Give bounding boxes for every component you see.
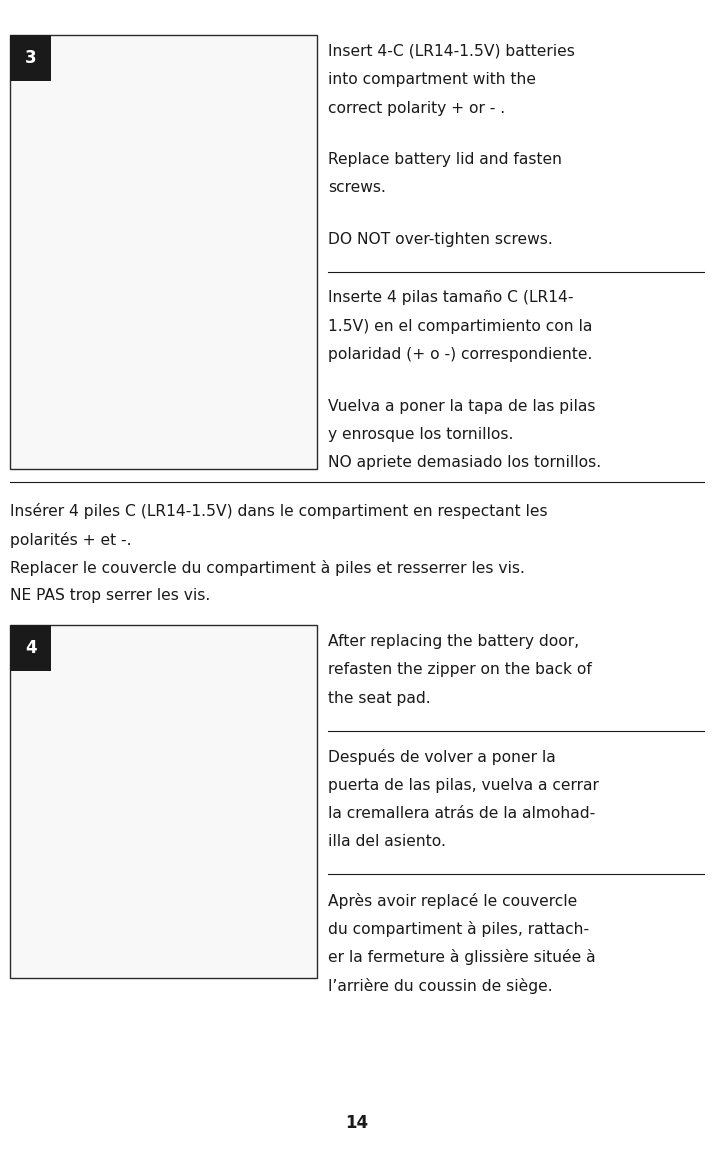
Text: the seat pad.: the seat pad. bbox=[328, 691, 431, 706]
Bar bbox=[10, 625, 317, 978]
Text: Après avoir replacé le couvercle: Après avoir replacé le couvercle bbox=[328, 893, 578, 908]
Bar bbox=[10, 625, 51, 671]
Text: screws.: screws. bbox=[328, 180, 386, 196]
Text: 14: 14 bbox=[345, 1113, 368, 1132]
Text: Inserte 4 pilas tamaño C (LR14-: Inserte 4 pilas tamaño C (LR14- bbox=[328, 290, 573, 305]
Text: Replacer le couvercle du compartiment à piles et resserrer les vis.: Replacer le couvercle du compartiment à … bbox=[10, 560, 525, 576]
Text: y enrosque los tornillos.: y enrosque los tornillos. bbox=[328, 427, 513, 442]
Text: polaridad (+ o -) correspondiente.: polaridad (+ o -) correspondiente. bbox=[328, 347, 593, 362]
Text: 4: 4 bbox=[25, 639, 36, 657]
Bar bbox=[10, 35, 317, 469]
Text: polarités + et -.: polarités + et -. bbox=[10, 532, 131, 547]
Text: refasten the zipper on the back of: refasten the zipper on the back of bbox=[328, 662, 592, 677]
Bar bbox=[10, 35, 51, 81]
Text: er la fermeture à glissière située à: er la fermeture à glissière située à bbox=[328, 950, 595, 965]
Text: 3: 3 bbox=[25, 49, 36, 67]
Text: correct polarity + or - .: correct polarity + or - . bbox=[328, 101, 505, 116]
Text: 1.5V) en el compartimiento con la: 1.5V) en el compartimiento con la bbox=[328, 318, 593, 333]
Text: NO apriete demasiado los tornillos.: NO apriete demasiado los tornillos. bbox=[328, 455, 601, 470]
Text: du compartiment à piles, rattach-: du compartiment à piles, rattach- bbox=[328, 921, 589, 937]
Text: la cremallera atrás de la almohad-: la cremallera atrás de la almohad- bbox=[328, 806, 595, 820]
Text: Después de volver a poner la: Después de volver a poner la bbox=[328, 750, 555, 765]
Text: Insert 4-C (LR14-1.5V) batteries: Insert 4-C (LR14-1.5V) batteries bbox=[328, 44, 575, 59]
Text: l’arrière du coussin de siège.: l’arrière du coussin de siège. bbox=[328, 978, 553, 994]
Text: Vuelva a poner la tapa de las pilas: Vuelva a poner la tapa de las pilas bbox=[328, 398, 595, 413]
Text: NE PAS trop serrer les vis.: NE PAS trop serrer les vis. bbox=[10, 588, 210, 603]
Text: into compartment with the: into compartment with the bbox=[328, 72, 536, 87]
Text: illa del asiento.: illa del asiento. bbox=[328, 834, 446, 849]
Text: Replace battery lid and fasten: Replace battery lid and fasten bbox=[328, 152, 562, 167]
Text: puerta de las pilas, vuelva a cerrar: puerta de las pilas, vuelva a cerrar bbox=[328, 778, 599, 793]
Text: Insérer 4 piles C (LR14-1.5V) dans le compartiment en respectant les: Insérer 4 piles C (LR14-1.5V) dans le co… bbox=[10, 503, 548, 519]
Text: After replacing the battery door,: After replacing the battery door, bbox=[328, 634, 579, 649]
Text: DO NOT over-tighten screws.: DO NOT over-tighten screws. bbox=[328, 231, 553, 246]
